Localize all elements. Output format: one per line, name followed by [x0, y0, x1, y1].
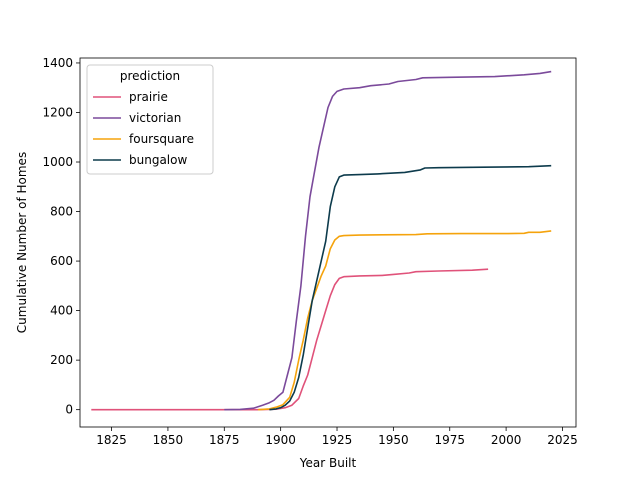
- x-tick-label: 1825: [96, 433, 127, 447]
- y-tick-label: 1000: [42, 155, 73, 169]
- series-line-prairie: [91, 268, 489, 411]
- legend-label-victorian: victorian: [129, 111, 181, 125]
- y-tick-label: 0: [65, 403, 73, 417]
- y-tick-label: 400: [50, 304, 73, 318]
- y-tick-label: 1400: [42, 56, 73, 70]
- legend-box: [86, 64, 214, 175]
- x-tick-label: 1900: [265, 433, 296, 447]
- x-tick-label: 1975: [434, 433, 465, 447]
- y-tick-label: 800: [50, 205, 73, 219]
- legend-label-bungalow: bungalow: [129, 153, 187, 167]
- x-tick-label: 2000: [491, 433, 522, 447]
- plot-frame: [79, 57, 577, 428]
- x-tick-label: 2025: [547, 433, 578, 447]
- legend-label-foursquare: foursquare: [129, 132, 194, 146]
- series-line-foursquare: [258, 230, 552, 411]
- x-tick-label: 1950: [378, 433, 409, 447]
- legend-title: prediction: [120, 69, 180, 83]
- x-tick-label: 1875: [209, 433, 240, 447]
- x-tick-label: 1925: [322, 433, 353, 447]
- series-line-bungalow: [269, 164, 552, 411]
- legend: prediction prairie victorian foursquare bung…: [86, 64, 214, 175]
- x-tick-label: 1850: [153, 433, 184, 447]
- y-tick-label: 1200: [42, 105, 73, 119]
- y-tick-label: 600: [50, 254, 73, 268]
- chart-axes: 1825 1850 1875 1900 1925 1950 1975 2000 2025 0 200…: [15, 56, 578, 470]
- legend-label-prairie: prairie: [129, 90, 168, 104]
- chart-marks: [91, 70, 552, 411]
- x-axis-label: Year Built: [299, 456, 357, 470]
- series-line-victorian: [224, 70, 552, 411]
- y-tick-label: 200: [50, 353, 73, 367]
- y-axis-label: Cumulative Number of Homes: [15, 152, 29, 333]
